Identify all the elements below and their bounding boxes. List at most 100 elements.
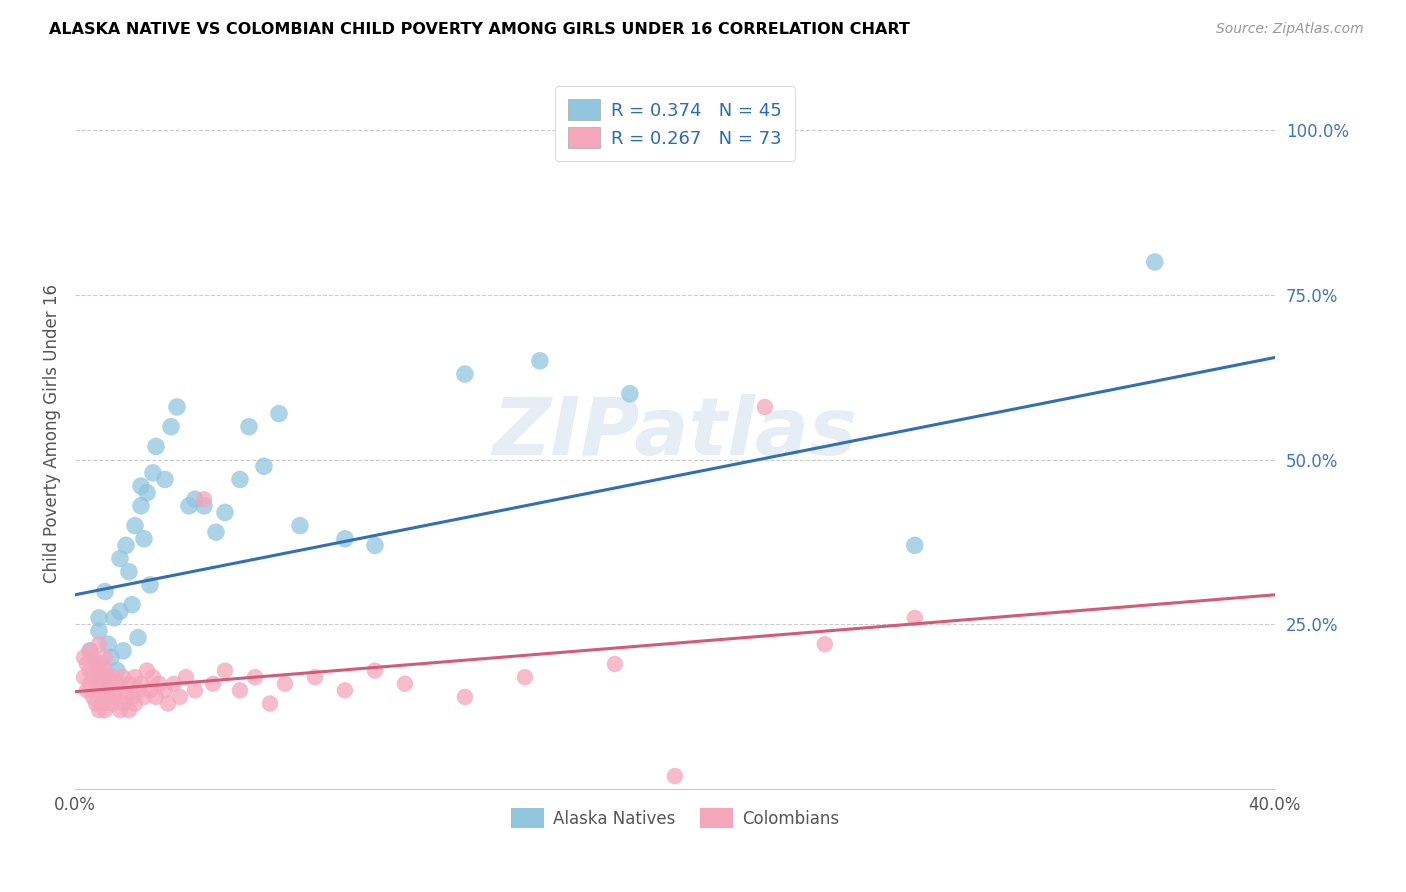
Point <box>115 538 138 552</box>
Point <box>82 690 104 704</box>
Point <box>79 644 101 658</box>
Point <box>148 677 170 691</box>
Point <box>364 538 387 552</box>
Point <box>603 657 626 671</box>
Point <box>454 690 477 704</box>
Point <box>136 485 159 500</box>
Point <box>100 697 122 711</box>
Point <box>97 670 120 684</box>
Point <box>87 624 110 638</box>
Point <box>79 644 101 658</box>
Point <box>205 525 228 540</box>
Point <box>904 538 927 552</box>
Point <box>87 683 110 698</box>
Point <box>129 677 152 691</box>
Point <box>454 367 477 381</box>
Point <box>103 611 125 625</box>
Point <box>82 650 104 665</box>
Point <box>94 703 117 717</box>
Point <box>118 565 141 579</box>
Point <box>91 677 114 691</box>
Text: Source: ZipAtlas.com: Source: ZipAtlas.com <box>1216 22 1364 37</box>
Point <box>229 683 252 698</box>
Point <box>105 664 128 678</box>
Point <box>136 664 159 678</box>
Point <box>84 657 107 671</box>
Point <box>184 492 207 507</box>
Point <box>76 683 98 698</box>
Point <box>124 670 146 684</box>
Point <box>193 499 215 513</box>
Point <box>1143 255 1166 269</box>
Text: ALASKA NATIVE VS COLOMBIAN CHILD POVERTY AMONG GIRLS UNDER 16 CORRELATION CHART: ALASKA NATIVE VS COLOMBIAN CHILD POVERTY… <box>49 22 910 37</box>
Point <box>87 664 110 678</box>
Point <box>267 407 290 421</box>
Point <box>73 650 96 665</box>
Point <box>139 578 162 592</box>
Point <box>100 650 122 665</box>
Point <box>201 677 224 691</box>
Point <box>153 473 176 487</box>
Point <box>193 492 215 507</box>
Point <box>91 657 114 671</box>
Point <box>333 683 356 698</box>
Point <box>103 690 125 704</box>
Point <box>169 690 191 704</box>
Point <box>153 683 176 698</box>
Point <box>288 518 311 533</box>
Point <box>166 400 188 414</box>
Point <box>513 670 536 684</box>
Point <box>108 551 131 566</box>
Point <box>94 650 117 665</box>
Point <box>238 419 260 434</box>
Point <box>108 703 131 717</box>
Point <box>124 697 146 711</box>
Point <box>108 677 131 691</box>
Point <box>529 354 551 368</box>
Point <box>105 683 128 698</box>
Point <box>91 670 114 684</box>
Point <box>129 479 152 493</box>
Point <box>94 584 117 599</box>
Point <box>97 690 120 704</box>
Point <box>160 419 183 434</box>
Point <box>364 664 387 678</box>
Point <box>129 499 152 513</box>
Point <box>118 703 141 717</box>
Point <box>174 670 197 684</box>
Point <box>84 677 107 691</box>
Point <box>79 677 101 691</box>
Point <box>91 697 114 711</box>
Point <box>94 683 117 698</box>
Point <box>87 611 110 625</box>
Point <box>139 683 162 698</box>
Point <box>184 683 207 698</box>
Point <box>121 598 143 612</box>
Point <box>87 703 110 717</box>
Point <box>156 697 179 711</box>
Point <box>84 657 107 671</box>
Point <box>177 499 200 513</box>
Point <box>118 677 141 691</box>
Point <box>76 657 98 671</box>
Point <box>84 697 107 711</box>
Point <box>814 637 837 651</box>
Point <box>304 670 326 684</box>
Point <box>664 769 686 783</box>
Point <box>97 637 120 651</box>
Point <box>754 400 776 414</box>
Point <box>904 611 927 625</box>
Point <box>94 664 117 678</box>
Point <box>259 697 281 711</box>
Point <box>145 690 167 704</box>
Point <box>142 670 165 684</box>
Point <box>214 505 236 519</box>
Point <box>132 532 155 546</box>
Point <box>243 670 266 684</box>
Point <box>274 677 297 691</box>
Point <box>103 670 125 684</box>
Point <box>100 677 122 691</box>
Point <box>132 690 155 704</box>
Legend: Alaska Natives, Colombians: Alaska Natives, Colombians <box>505 802 845 834</box>
Point <box>214 664 236 678</box>
